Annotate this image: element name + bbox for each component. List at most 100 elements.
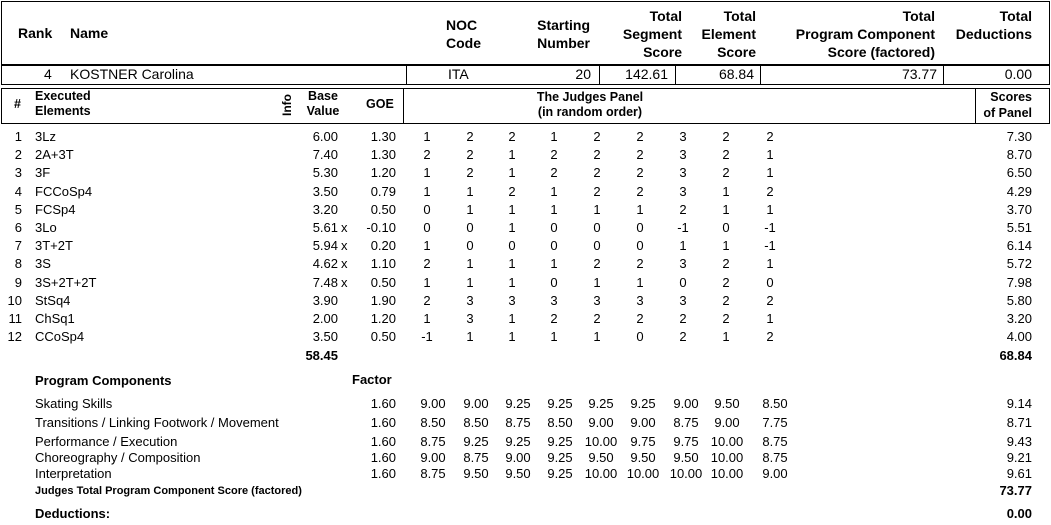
judge-mark: 3 xyxy=(636,292,644,308)
judge-mark: 3 xyxy=(550,292,558,308)
element-name: StSq4 xyxy=(35,292,71,308)
judge-mark: 3 xyxy=(679,129,687,144)
component-name: Skating Skills xyxy=(35,396,113,411)
judge-mark: 0 xyxy=(550,220,558,235)
judge-mark: 2 xyxy=(466,147,474,163)
judge-mark: 1 xyxy=(423,183,431,199)
ded-label-line1: Total xyxy=(999,8,1032,24)
element-base-value: 5.61 xyxy=(312,220,338,235)
component-factor: 1.60 xyxy=(370,450,396,465)
judge-component-mark: 9.25 xyxy=(547,396,573,411)
element-row: 2 2A+3T 7.40 1.30 8.70 2 2 1 2 2 2 3 2 1 xyxy=(0,146,1051,164)
judge-mark: 0 xyxy=(550,274,558,290)
component-panel-score: 9.14 xyxy=(1006,396,1032,411)
judge-mark: 2 xyxy=(722,311,730,326)
judge-mark: 2 xyxy=(636,256,644,272)
judge-mark: 1 xyxy=(679,238,687,254)
element-number: 9 xyxy=(14,274,22,290)
element-base-flag: x xyxy=(341,274,348,290)
judge-mark: 1 xyxy=(722,238,730,254)
component-factor: 1.60 xyxy=(370,434,396,449)
scores-of-panel-label: Scores of Panel xyxy=(970,89,1032,121)
judge-mark: 1 xyxy=(593,274,601,290)
element-number: 1 xyxy=(14,129,22,144)
skater-noc: ITA xyxy=(448,66,469,82)
element-score-label: Total Element Score xyxy=(690,7,756,61)
tes-label-line3: Score xyxy=(717,44,756,60)
judge-component-mark: 9.25 xyxy=(547,466,573,481)
judge-component-mark: 9.00 xyxy=(420,450,446,465)
judge-mark: 1 xyxy=(550,329,558,345)
element-row: 9 3S+2T+2T 7.48 x 0.50 7.98 1 1 1 0 1 1 0 2 0 xyxy=(0,274,1051,292)
judge-mark: 0 xyxy=(466,238,474,254)
skater-row-box xyxy=(1,65,1050,85)
judge-component-mark: 8.75 xyxy=(673,415,699,430)
component-factor: 1.60 xyxy=(370,466,396,481)
element-name: CCoSp4 xyxy=(35,329,85,345)
element-goe: 1.30 xyxy=(370,129,396,144)
tss-label-line2: Segment xyxy=(622,26,682,42)
noc-label-line2: Code xyxy=(446,35,481,51)
element-number: 7 xyxy=(14,238,22,254)
element-base-flag: x xyxy=(341,238,348,254)
element-name: 3Lo xyxy=(35,220,57,235)
judge-mark: 3 xyxy=(679,183,687,199)
element-row: 6 3Lo 5.61 x -0.10 5.51 0 0 1 0 0 0 -1 0 -1 xyxy=(0,219,1051,237)
judge-component-mark: 9.50 xyxy=(673,450,699,465)
judge-component-mark: 10.00 xyxy=(710,434,744,449)
component-row: Choreography / Composition 1.60 9.21 9.00 8.… xyxy=(0,449,1051,467)
judge-mark: 1 xyxy=(423,311,431,326)
element-row: 12 CCoSp4 3.50 0.50 4.00 -1 1 1 1 1 0 2 1 2 xyxy=(0,328,1051,346)
executed-elements-label: Executed Elements xyxy=(35,89,91,119)
judge-mark: 1 xyxy=(466,274,474,290)
judge-component-mark: 8.50 xyxy=(762,396,788,411)
judge-component-mark: 8.50 xyxy=(547,415,573,430)
judge-mark: 0 xyxy=(423,220,431,235)
component-row: Performance / Execution 1.60 9.43 8.75 9.25 9… xyxy=(0,433,1051,451)
element-name: ChSq1 xyxy=(35,311,75,326)
element-panel-score: 3.20 xyxy=(1006,311,1032,326)
elements-score-total: 68.84 xyxy=(999,348,1032,363)
judge-mark: 2 xyxy=(636,129,644,144)
judge-mark: 2 xyxy=(466,165,474,181)
element-goe: 1.30 xyxy=(370,147,396,163)
judge-component-mark: 9.00 xyxy=(714,415,740,430)
skater-starting-number: 20 xyxy=(575,66,591,82)
judge-mark: 2 xyxy=(550,147,558,163)
tes-label-line1: Total xyxy=(723,8,756,24)
judge-component-mark: 9.50 xyxy=(505,466,531,481)
deductions-footer-value: 0.00 xyxy=(1006,506,1032,521)
ded-label-line2: Deductions xyxy=(955,26,1032,42)
element-goe: 1.10 xyxy=(370,256,396,272)
scores-line1: Scores xyxy=(990,90,1032,104)
element-base-flag: x xyxy=(341,220,348,235)
starting-label-line2: Number xyxy=(537,35,590,51)
judge-component-mark: 8.75 xyxy=(420,434,446,449)
starting-label-line1: Starting xyxy=(537,17,590,33)
element-base-value: 3.50 xyxy=(312,329,338,345)
element-goe: 0.79 xyxy=(370,183,396,199)
judge-mark: 1 xyxy=(550,129,558,144)
element-base-value: 7.48 xyxy=(312,274,338,290)
segment-score-label: Total Segment Score xyxy=(600,7,682,61)
judge-mark: 0 xyxy=(593,238,601,254)
element-goe: 0.50 xyxy=(370,329,396,345)
judge-mark: -1 xyxy=(677,220,689,235)
judge-mark: 2 xyxy=(550,311,558,326)
element-panel-score: 4.00 xyxy=(1006,329,1032,345)
judge-mark: 2 xyxy=(722,147,730,163)
element-base-value: 5.30 xyxy=(312,165,338,181)
judge-component-mark: 9.75 xyxy=(630,434,656,449)
panel-line2: (in random order) xyxy=(537,105,643,119)
component-panel-score: 9.43 xyxy=(1006,434,1032,449)
skater-segment-score: 142.61 xyxy=(625,66,668,82)
judge-mark: 1 xyxy=(550,201,558,217)
judge-mark: 0 xyxy=(466,220,474,235)
element-name: 3S+2T+2T xyxy=(35,274,97,290)
judge-mark: 0 xyxy=(722,220,730,235)
element-number: 5 xyxy=(14,201,22,217)
judge-mark: 2 xyxy=(423,256,431,272)
element-panel-score: 6.50 xyxy=(1006,165,1032,181)
judge-mark: 3 xyxy=(593,292,601,308)
element-base-value: 4.62 xyxy=(312,256,338,272)
